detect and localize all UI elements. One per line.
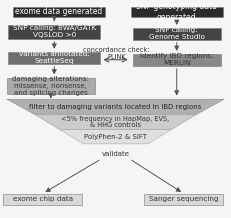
- Text: Sanger sequencing: Sanger sequencing: [149, 196, 218, 203]
- Polygon shape: [35, 114, 196, 130]
- Text: PolyPhen-2 & SIFT: PolyPhen-2 & SIFT: [84, 134, 147, 140]
- FancyBboxPatch shape: [8, 25, 100, 39]
- Text: damaging alterations:
missense, nonsense,
and splicing changes: damaging alterations: missense, nonsense…: [12, 76, 89, 96]
- Text: SNP calling:
Genome Studio: SNP calling: Genome Studio: [149, 27, 205, 40]
- Text: exome data generated: exome data generated: [15, 7, 103, 17]
- FancyBboxPatch shape: [3, 194, 82, 205]
- Text: SNP genotyping data
generated: SNP genotyping data generated: [136, 2, 217, 22]
- Text: variants annotated:
SeattleSeq: variants annotated: SeattleSeq: [19, 51, 90, 64]
- Text: filter to damaging variants located in IBD regions: filter to damaging variants located in I…: [29, 104, 202, 110]
- Text: validate: validate: [101, 151, 130, 157]
- FancyBboxPatch shape: [144, 194, 223, 205]
- Text: concordance check:
PLINK: concordance check: PLINK: [83, 47, 150, 60]
- Text: <5% frequency in HapMap, EVS,
& HHG controls: <5% frequency in HapMap, EVS, & HHG cont…: [61, 116, 170, 128]
- Text: exome chip data: exome chip data: [13, 196, 73, 203]
- FancyBboxPatch shape: [8, 52, 100, 64]
- Polygon shape: [7, 99, 224, 114]
- Text: identify IBD regions:
MERLIN: identify IBD regions: MERLIN: [140, 53, 213, 66]
- Text: SNP calling: BWA/GATK
VQSLOD >0: SNP calling: BWA/GATK VQSLOD >0: [13, 25, 96, 38]
- FancyBboxPatch shape: [13, 7, 105, 17]
- Polygon shape: [60, 130, 171, 144]
- FancyBboxPatch shape: [131, 7, 223, 17]
- FancyBboxPatch shape: [133, 28, 221, 40]
- FancyBboxPatch shape: [7, 78, 95, 94]
- FancyBboxPatch shape: [133, 54, 221, 66]
